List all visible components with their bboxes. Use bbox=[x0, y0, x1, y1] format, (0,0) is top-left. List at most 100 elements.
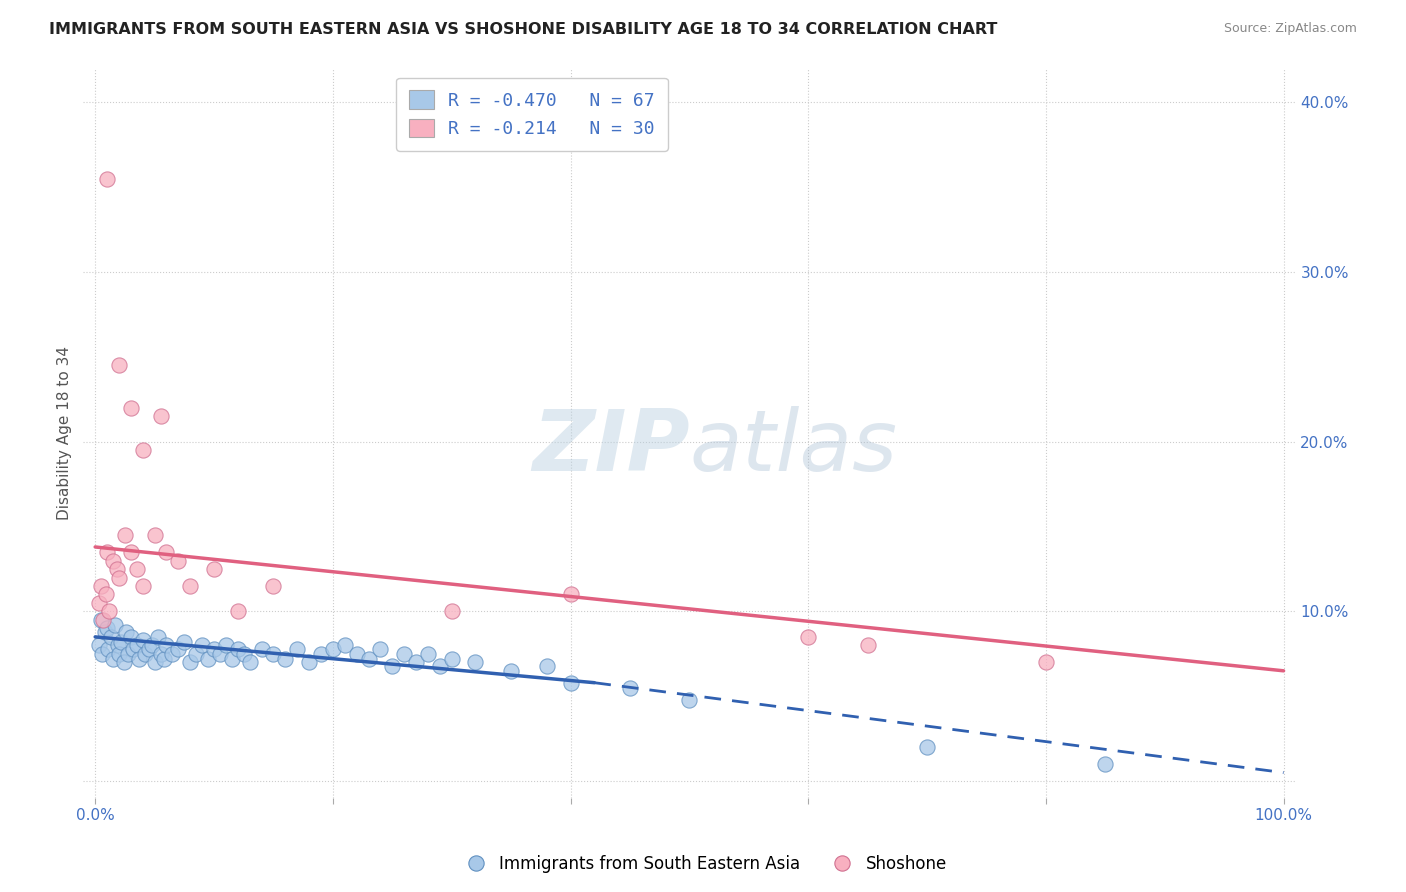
Point bbox=[274, 652, 297, 666]
Point bbox=[104, 618, 127, 632]
Point bbox=[392, 647, 415, 661]
Point bbox=[262, 579, 284, 593]
Point bbox=[560, 587, 582, 601]
Legend: Immigrants from South Eastern Asia, Shoshone: Immigrants from South Eastern Asia, Shos… bbox=[453, 848, 953, 880]
Point bbox=[120, 545, 142, 559]
Point bbox=[153, 652, 176, 666]
Point bbox=[915, 740, 938, 755]
Point bbox=[215, 639, 238, 653]
Point bbox=[186, 647, 208, 661]
Point bbox=[110, 635, 132, 649]
Point bbox=[100, 630, 122, 644]
Point bbox=[87, 596, 110, 610]
Point bbox=[98, 604, 121, 618]
Point bbox=[619, 681, 641, 695]
Point bbox=[1035, 656, 1057, 670]
Point bbox=[117, 647, 139, 661]
Text: atlas: atlas bbox=[689, 407, 897, 490]
Point bbox=[120, 630, 142, 644]
Point bbox=[250, 641, 273, 656]
Point bbox=[132, 633, 155, 648]
Point bbox=[114, 528, 136, 542]
Point bbox=[285, 641, 308, 656]
Point bbox=[501, 664, 523, 678]
Point bbox=[298, 656, 321, 670]
Text: IMMIGRANTS FROM SOUTH EASTERN ASIA VS SHOSHONE DISABILITY AGE 18 TO 34 CORRELATI: IMMIGRANTS FROM SOUTH EASTERN ASIA VS SH… bbox=[49, 22, 998, 37]
Point bbox=[226, 641, 249, 656]
Point bbox=[134, 647, 156, 661]
Point bbox=[141, 639, 163, 653]
Point bbox=[90, 579, 112, 593]
Point bbox=[197, 652, 219, 666]
Point bbox=[797, 630, 820, 644]
Point bbox=[333, 639, 356, 653]
Point bbox=[232, 647, 254, 661]
Point bbox=[167, 553, 190, 567]
Point bbox=[143, 528, 166, 542]
Point bbox=[155, 545, 177, 559]
Point bbox=[132, 443, 155, 458]
Point bbox=[97, 641, 120, 656]
Point bbox=[162, 647, 184, 661]
Point bbox=[138, 641, 160, 656]
Point bbox=[93, 613, 115, 627]
Point bbox=[179, 579, 201, 593]
Point bbox=[108, 570, 131, 584]
Point bbox=[112, 656, 135, 670]
Point bbox=[155, 639, 177, 653]
Point bbox=[143, 656, 166, 670]
Point bbox=[429, 658, 451, 673]
Point bbox=[107, 639, 129, 653]
Point bbox=[149, 409, 172, 424]
Point bbox=[96, 171, 118, 186]
Point bbox=[239, 656, 262, 670]
Point bbox=[179, 656, 201, 670]
Point bbox=[96, 545, 118, 559]
Text: Source: ZipAtlas.com: Source: ZipAtlas.com bbox=[1223, 22, 1357, 36]
Point bbox=[381, 658, 404, 673]
Point bbox=[91, 647, 114, 661]
Point bbox=[262, 647, 284, 661]
Point bbox=[125, 639, 148, 653]
Point bbox=[125, 562, 148, 576]
Point bbox=[120, 401, 142, 415]
Point bbox=[856, 639, 879, 653]
Point bbox=[226, 604, 249, 618]
Point bbox=[105, 562, 128, 576]
Point bbox=[108, 647, 131, 661]
Point bbox=[149, 647, 172, 661]
Point bbox=[173, 635, 195, 649]
Point bbox=[536, 658, 558, 673]
Point bbox=[108, 359, 131, 373]
Point bbox=[357, 652, 380, 666]
Point bbox=[560, 675, 582, 690]
Point bbox=[1094, 757, 1116, 772]
Point bbox=[122, 641, 145, 656]
Point bbox=[221, 652, 243, 666]
Point bbox=[115, 624, 138, 639]
Point bbox=[416, 647, 439, 661]
Text: ZIP: ZIP bbox=[531, 407, 689, 490]
Y-axis label: Disability Age 18 to 34: Disability Age 18 to 34 bbox=[58, 346, 72, 520]
Point bbox=[101, 652, 124, 666]
Legend: R = -0.470   N = 67, R = -0.214   N = 30: R = -0.470 N = 67, R = -0.214 N = 30 bbox=[396, 78, 668, 151]
Point bbox=[464, 656, 486, 670]
Point bbox=[309, 647, 332, 661]
Point bbox=[440, 652, 463, 666]
Point bbox=[146, 630, 169, 644]
Point bbox=[440, 604, 463, 618]
Point bbox=[191, 639, 214, 653]
Point bbox=[322, 641, 344, 656]
Point bbox=[87, 639, 110, 653]
Point bbox=[101, 553, 124, 567]
Point bbox=[90, 613, 112, 627]
Point bbox=[93, 624, 115, 639]
Point bbox=[94, 587, 117, 601]
Point bbox=[202, 562, 225, 576]
Point bbox=[678, 692, 700, 706]
Point bbox=[405, 656, 427, 670]
Point bbox=[202, 641, 225, 656]
Point bbox=[128, 652, 150, 666]
Point bbox=[370, 641, 392, 656]
Point bbox=[96, 621, 118, 635]
